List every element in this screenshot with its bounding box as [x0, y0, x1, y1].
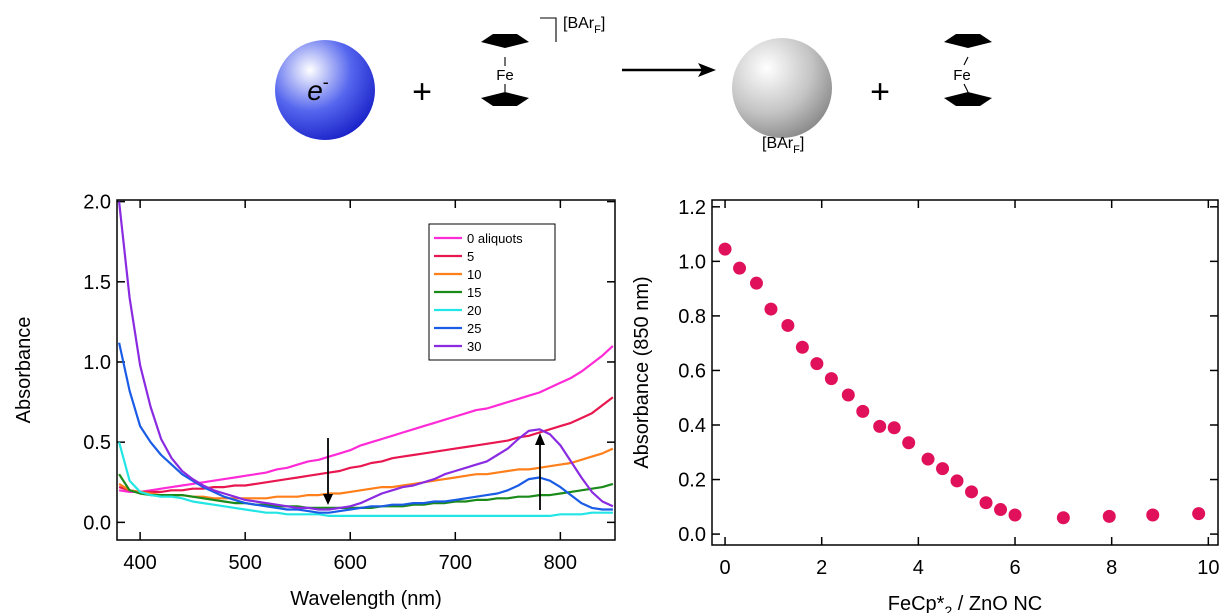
x-tick-label: 2 [816, 557, 827, 579]
x-tick-label: 700 [439, 552, 472, 574]
x-axis-label: FeCp*2 / ZnO NC [888, 593, 1043, 613]
electron-charge: - [323, 72, 329, 92]
legend-label: 30 [467, 339, 481, 354]
x-tick-label: 8 [1106, 557, 1117, 579]
legend-label: 10 [467, 267, 481, 282]
y-tick-label: 0.4 [678, 415, 706, 437]
y-tick-label: 0.5 [83, 432, 111, 454]
y-axis-label: Absorbance (850 nm) [631, 276, 653, 468]
spectrum-line [119, 343, 613, 513]
figure: e- + Fe [BArF] [BArF] + Fe 400 500 600 700 8… [0, 0, 1225, 613]
x-axis-label-part: FeCp* [888, 593, 945, 613]
cp-ring [928, 26, 1008, 57]
nanocrystal-neutral [732, 38, 832, 138]
fe-label: Fe [496, 67, 514, 84]
x-tick-label: 6 [1009, 557, 1020, 579]
data-point [733, 262, 746, 275]
x-tick-label: 600 [334, 552, 367, 574]
spectrum-line [119, 346, 613, 492]
y-tick-label: 0.6 [678, 360, 706, 382]
data-point [1192, 507, 1205, 520]
bracket [540, 18, 556, 42]
y-tick-label: 0.0 [83, 512, 111, 534]
counterion-end: ] [800, 135, 804, 152]
cp-ring [928, 83, 1008, 114]
data-point [888, 421, 901, 434]
data-point [825, 372, 838, 385]
data-point [873, 420, 886, 433]
data-point [1057, 511, 1070, 524]
electron: e [307, 75, 323, 106]
y-tick-label: 1.0 [678, 251, 706, 273]
cp-ring [465, 26, 545, 57]
x-tick-label: 800 [544, 552, 577, 574]
counterion: [BAr [563, 15, 595, 32]
data-point [719, 243, 732, 256]
plus: + [870, 73, 890, 111]
scheme: e- + Fe [BArF] [BArF] + Fe [275, 15, 1008, 156]
x-axis-label-part: / ZnO NC [952, 593, 1042, 613]
data-point [965, 485, 978, 498]
plot-frame [712, 200, 1218, 545]
bond [964, 84, 968, 92]
data-point [980, 496, 993, 509]
data-point [1146, 509, 1159, 522]
bond [964, 57, 968, 65]
spectrum-line [119, 449, 613, 499]
legend-label: 5 [467, 249, 474, 264]
legend-label: 20 [467, 303, 481, 318]
data-point [994, 503, 1007, 516]
data-point [1103, 510, 1116, 523]
data-point [750, 277, 763, 290]
data-point [856, 405, 869, 418]
y-axis-label: Absorbance [13, 317, 35, 424]
data-point [1009, 509, 1022, 522]
data-point [951, 474, 964, 487]
y-tick-label: 1.2 [678, 197, 706, 219]
y-tick-label: 0.2 [678, 470, 706, 492]
plus: + [412, 73, 432, 111]
x-axis-label-part: 2 [944, 603, 952, 613]
legend-label: 25 [467, 321, 481, 336]
counterion-end: ] [601, 15, 605, 32]
data-point [902, 436, 915, 449]
ferrocenium [465, 18, 556, 114]
data-point [936, 462, 949, 475]
x-tick-label: 400 [123, 552, 156, 574]
data-point [810, 357, 823, 370]
x-axis-label: Wavelength (nm) [290, 588, 442, 610]
legend-label: 15 [467, 285, 481, 300]
y-tick-label: 1.0 [83, 352, 111, 374]
data-point [764, 303, 777, 316]
x-tick-label: 0 [719, 557, 730, 579]
arrow-head [323, 494, 333, 505]
data-point [842, 389, 855, 402]
x-tick-label: 500 [228, 552, 261, 574]
counterion: [BAr [762, 135, 794, 152]
chart: 400 500 600 700 800 0.0 0.5 1.0 1.5 2.0 Wavelength… [13, 192, 615, 610]
counterion-label: [BArF] [563, 15, 605, 36]
data-point [796, 341, 809, 354]
y-tick-label: 0.0 [678, 524, 706, 546]
data-point [922, 453, 935, 466]
y-tick-label: 1.5 [83, 272, 111, 294]
legend-label: 0 aliquots [467, 231, 523, 246]
page: { "scheme": { "electron": ["e", "-"], "p… [0, 0, 1225, 613]
y-tick-label: 2.0 [83, 192, 111, 214]
x-tick-label: 4 [913, 557, 924, 579]
counterion-label: [BArF] [762, 135, 804, 156]
fe-label: Fe [953, 67, 971, 84]
data-point [781, 319, 794, 332]
arrow-head [535, 433, 545, 445]
x-tick-label: 10 [1197, 557, 1219, 579]
y-tick-label: 0.8 [678, 306, 706, 328]
